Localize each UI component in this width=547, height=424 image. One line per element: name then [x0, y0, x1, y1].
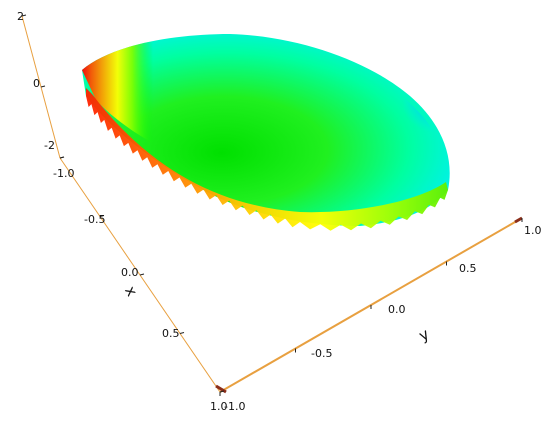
x-tick-label: 0.0	[121, 266, 139, 279]
surface-blue-region	[330, 60, 450, 170]
y-axis-end-marker	[514, 216, 523, 224]
z-tick-label: -2	[44, 139, 55, 152]
y-axis-label: y	[416, 325, 432, 345]
surface[interactable]	[82, 34, 450, 231]
z-axis-ticks: 2 0 -2	[17, 10, 55, 152]
y-axis-ticks: -1.0 -0.5 0.0 0.5 1.0	[224, 224, 542, 413]
axis-tick-mark	[219, 390, 225, 393]
axis-tick-mark	[99, 215, 105, 217]
axis-tick-mark	[139, 273, 145, 276]
axes	[21, 14, 523, 396]
y-tick-label: 0.0	[388, 303, 406, 316]
axis-tick-mark	[179, 332, 185, 334]
y-tick-label: 1.0	[524, 224, 542, 237]
surface-rim-left	[82, 34, 230, 160]
y-tick-label: 0.5	[459, 262, 477, 275]
x-tick-label: -0.5	[84, 213, 105, 226]
z-tick-label: 2	[17, 10, 24, 23]
axis-tick-mark	[40, 85, 46, 88]
origin-marker	[215, 384, 227, 394]
x-tick-label: -1.0	[53, 167, 74, 180]
x-tick-label: 1.0	[210, 400, 228, 413]
x-axis-ticks: -1.0 -0.5 0.0 0.5 1.0	[53, 167, 228, 413]
y-tick-label: -1.0	[224, 400, 245, 413]
z-tick-label: 0	[33, 77, 40, 90]
x-tick-label: 0.5	[162, 327, 180, 340]
x-axis-label: x	[121, 283, 141, 299]
axis-tick-mark	[21, 14, 27, 17]
y-tick-label: -0.5	[311, 347, 332, 360]
axis-tick-mark	[59, 156, 65, 159]
